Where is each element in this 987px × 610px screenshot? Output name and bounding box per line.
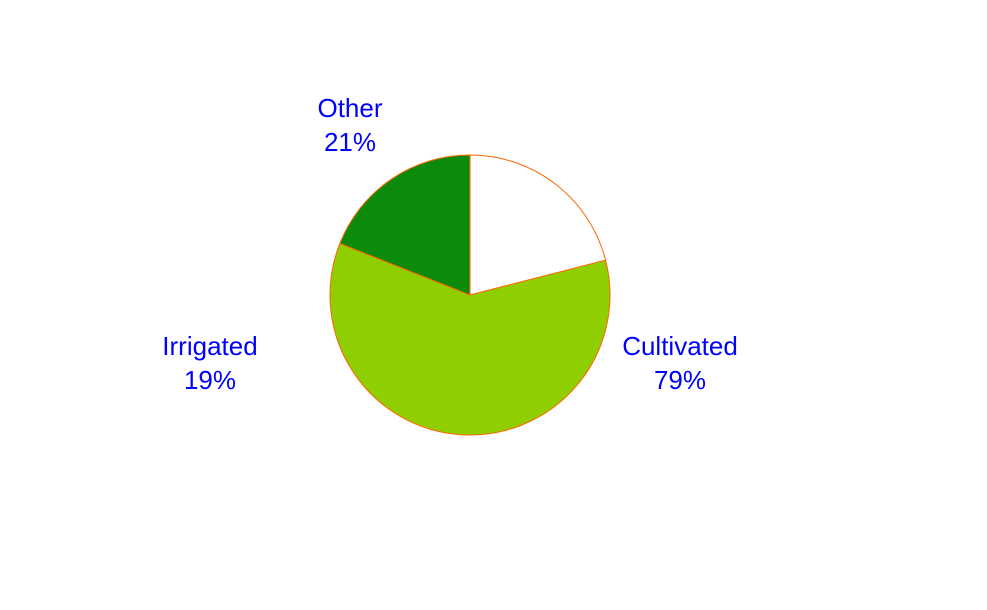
label-name: Other <box>317 92 382 126</box>
pie-chart <box>0 0 987 605</box>
label-cultivated: Cultivated79% <box>622 330 738 398</box>
label-pct: 21% <box>317 126 382 160</box>
label-name: Cultivated <box>622 330 738 364</box>
label-name: Irrigated <box>162 330 257 364</box>
label-pct: 79% <box>622 364 738 398</box>
label-pct: 19% <box>162 364 257 398</box>
label-irrigated: Irrigated19% <box>162 330 257 398</box>
pie-chart-container: Other21% Cultivated79% Irrigated19% <box>0 0 987 605</box>
label-other: Other21% <box>317 92 382 160</box>
